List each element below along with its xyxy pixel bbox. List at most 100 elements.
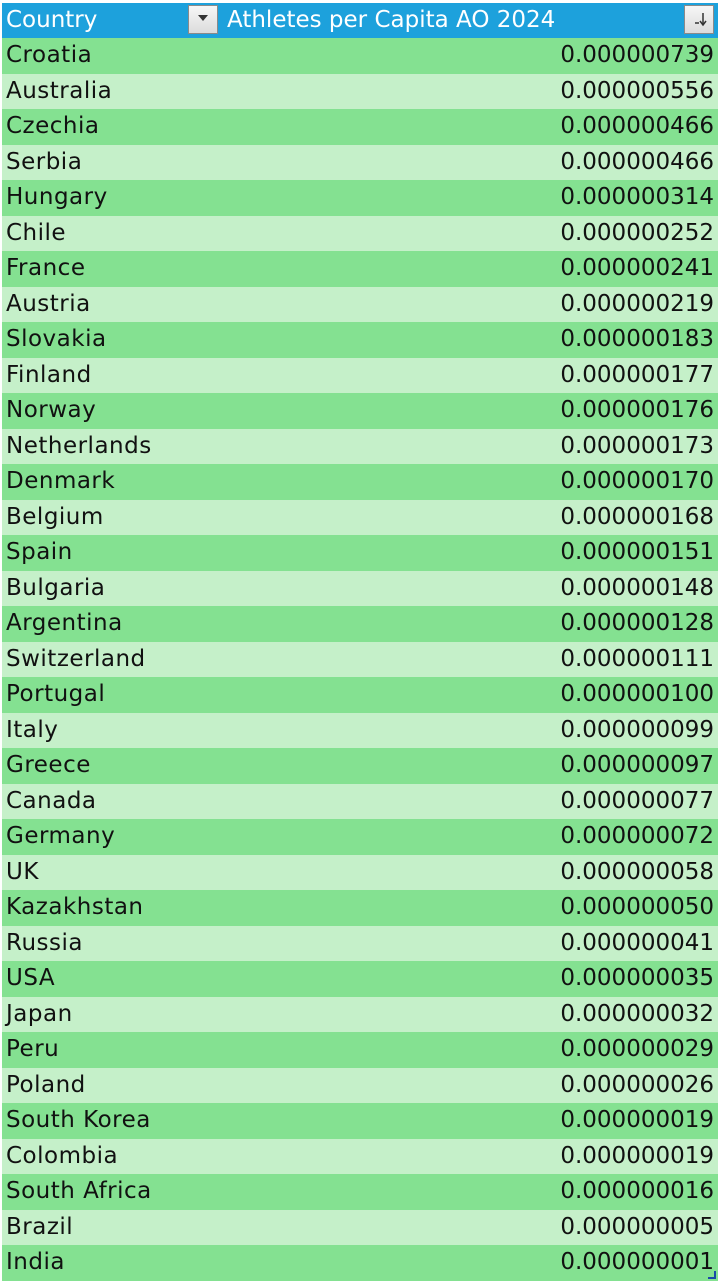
country-cell[interactable]: Spain	[6, 539, 73, 565]
table-row[interactable]: Australia 0.000000556	[2, 73, 718, 109]
value-cell[interactable]: 0.000000739	[560, 42, 714, 68]
country-cell[interactable]: Switzerland	[6, 645, 146, 672]
country-cell[interactable]: Czechia	[6, 113, 100, 139]
value-column-header[interactable]: Athletes per Capita AO 2024	[227, 7, 556, 33]
table-row[interactable]: Serbia 0.000000466	[2, 144, 718, 180]
value-cell[interactable]: 0.000000077	[560, 787, 714, 814]
table-row[interactable]: Brazil 0.000000005	[2, 1209, 718, 1245]
table-row[interactable]: USA 0.000000035	[2, 961, 718, 997]
country-cell[interactable]: Kazakhstan	[6, 894, 144, 920]
table-row[interactable]: Kazakhstan 0.000000050	[2, 890, 718, 926]
country-cell[interactable]: South Korea	[6, 1107, 151, 1133]
table-row[interactable]: Finland 0.000000177	[2, 357, 718, 393]
country-cell[interactable]: Finland	[6, 361, 92, 388]
country-cell[interactable]: Germany	[6, 823, 116, 849]
value-cell[interactable]: 0.000000041	[560, 929, 714, 956]
value-cell[interactable]: 0.000000001	[560, 1249, 714, 1275]
country-cell[interactable]: Poland	[6, 1071, 86, 1098]
value-cell[interactable]: 0.000000097	[560, 752, 714, 778]
country-cell[interactable]: Brazil	[6, 1213, 74, 1240]
table-row[interactable]: France 0.000000241	[2, 251, 718, 287]
country-cell[interactable]: India	[6, 1249, 65, 1275]
value-cell[interactable]: 0.000000219	[560, 290, 714, 317]
table-resize-handle[interactable]	[708, 1270, 716, 1279]
table-row[interactable]: Norway 0.000000176	[2, 393, 718, 429]
table-row[interactable]: Slovakia 0.000000183	[2, 322, 718, 358]
country-column-header[interactable]: Country	[6, 7, 98, 33]
country-cell[interactable]: Slovakia	[6, 326, 107, 352]
value-cell[interactable]: 0.000000151	[560, 539, 714, 565]
value-cell[interactable]: 0.000000035	[560, 965, 714, 991]
country-cell[interactable]: Norway	[6, 397, 97, 423]
table-row[interactable]: Spain 0.000000151	[2, 535, 718, 571]
table-row[interactable]: Croatia 0.000000739	[2, 38, 718, 74]
value-cell[interactable]: 0.000000173	[560, 432, 714, 459]
country-cell[interactable]: Denmark	[6, 468, 116, 494]
country-cell[interactable]: Austria	[6, 290, 91, 317]
table-row[interactable]: Argentina 0.000000128	[2, 606, 718, 642]
value-cell[interactable]: 0.000000128	[560, 610, 714, 636]
table-row[interactable]: UK 0.000000058	[2, 854, 718, 890]
table-row[interactable]: Hungary 0.000000314	[2, 180, 718, 216]
value-cell[interactable]: 0.000000100	[560, 681, 714, 707]
country-cell[interactable]: France	[6, 255, 86, 281]
value-cell[interactable]: 0.000000148	[560, 574, 714, 601]
value-cell[interactable]: 0.000000026	[560, 1071, 714, 1098]
country-cell[interactable]: Australia	[6, 77, 113, 104]
table-row[interactable]: Bulgaria 0.000000148	[2, 570, 718, 606]
table-row[interactable]: Portugal 0.000000100	[2, 677, 718, 713]
table-row[interactable]: South Korea 0.000000019	[2, 1103, 718, 1139]
value-cell[interactable]: 0.000000466	[560, 113, 714, 139]
value-cell[interactable]: 0.000000072	[560, 823, 714, 849]
value-cell[interactable]: 0.000000029	[560, 1036, 714, 1062]
table-row[interactable]: Peru 0.000000029	[2, 1032, 718, 1068]
table-row[interactable]: Belgium 0.000000168	[2, 499, 718, 535]
table-row[interactable]: Austria 0.000000219	[2, 286, 718, 322]
table-row[interactable]: Canada 0.000000077	[2, 783, 718, 819]
country-cell[interactable]: UK	[6, 858, 39, 885]
value-cell[interactable]: 0.000000556	[560, 77, 714, 104]
value-cell[interactable]: 0.000000050	[560, 894, 714, 920]
table-row[interactable]: Russia 0.000000041	[2, 925, 718, 961]
value-cell[interactable]: 0.000000177	[560, 361, 714, 388]
country-filter-button[interactable]	[188, 5, 218, 34]
country-cell[interactable]: Netherlands	[6, 432, 152, 459]
country-cell[interactable]: Russia	[6, 929, 83, 956]
table-row[interactable]: Germany 0.000000072	[2, 819, 718, 855]
table-row[interactable]: India 0.000000001	[2, 1245, 718, 1281]
table-row[interactable]: Poland 0.000000026	[2, 1067, 718, 1103]
table-row[interactable]: Chile 0.000000252	[2, 215, 718, 251]
value-cell[interactable]: 0.000000183	[560, 326, 714, 352]
value-cell[interactable]: 0.000000058	[560, 858, 714, 885]
country-cell[interactable]: Canada	[6, 787, 97, 814]
table-row[interactable]: Switzerland 0.000000111	[2, 641, 718, 677]
value-cell[interactable]: 0.000000176	[560, 397, 714, 423]
value-cell[interactable]: 0.000000019	[560, 1142, 714, 1169]
table-row[interactable]: Netherlands 0.000000173	[2, 428, 718, 464]
country-cell[interactable]: Japan	[6, 1000, 73, 1027]
value-cell[interactable]: 0.000000241	[560, 255, 714, 281]
value-cell[interactable]: 0.000000019	[560, 1107, 714, 1133]
country-cell[interactable]: Belgium	[6, 503, 104, 530]
country-cell[interactable]: Hungary	[6, 184, 108, 210]
value-cell[interactable]: 0.000000016	[560, 1178, 714, 1204]
country-cell[interactable]: Bulgaria	[6, 574, 106, 601]
country-cell[interactable]: Peru	[6, 1036, 60, 1062]
table-row[interactable]: Denmark 0.000000170	[2, 464, 718, 500]
value-cell[interactable]: 0.000000168	[560, 503, 714, 530]
value-cell[interactable]: 0.000000099	[560, 716, 714, 743]
country-cell[interactable]: USA	[6, 965, 56, 991]
country-cell[interactable]: Portugal	[6, 681, 106, 707]
country-cell[interactable]: Croatia	[6, 42, 93, 68]
table-row[interactable]: Greece 0.000000097	[2, 748, 718, 784]
table-row[interactable]: Colombia 0.000000019	[2, 1138, 718, 1174]
value-cell[interactable]: 0.000000111	[560, 645, 714, 672]
value-cell[interactable]: 0.000000314	[560, 184, 714, 210]
country-cell[interactable]: Colombia	[6, 1142, 119, 1169]
value-cell[interactable]: 0.000000252	[560, 219, 714, 246]
country-cell[interactable]: Serbia	[6, 148, 83, 175]
table-row[interactable]: Italy 0.000000099	[2, 712, 718, 748]
table-row[interactable]: Czechia 0.000000466	[2, 109, 718, 145]
value-cell[interactable]: 0.000000466	[560, 148, 714, 175]
value-cell[interactable]: 0.000000005	[560, 1213, 714, 1240]
